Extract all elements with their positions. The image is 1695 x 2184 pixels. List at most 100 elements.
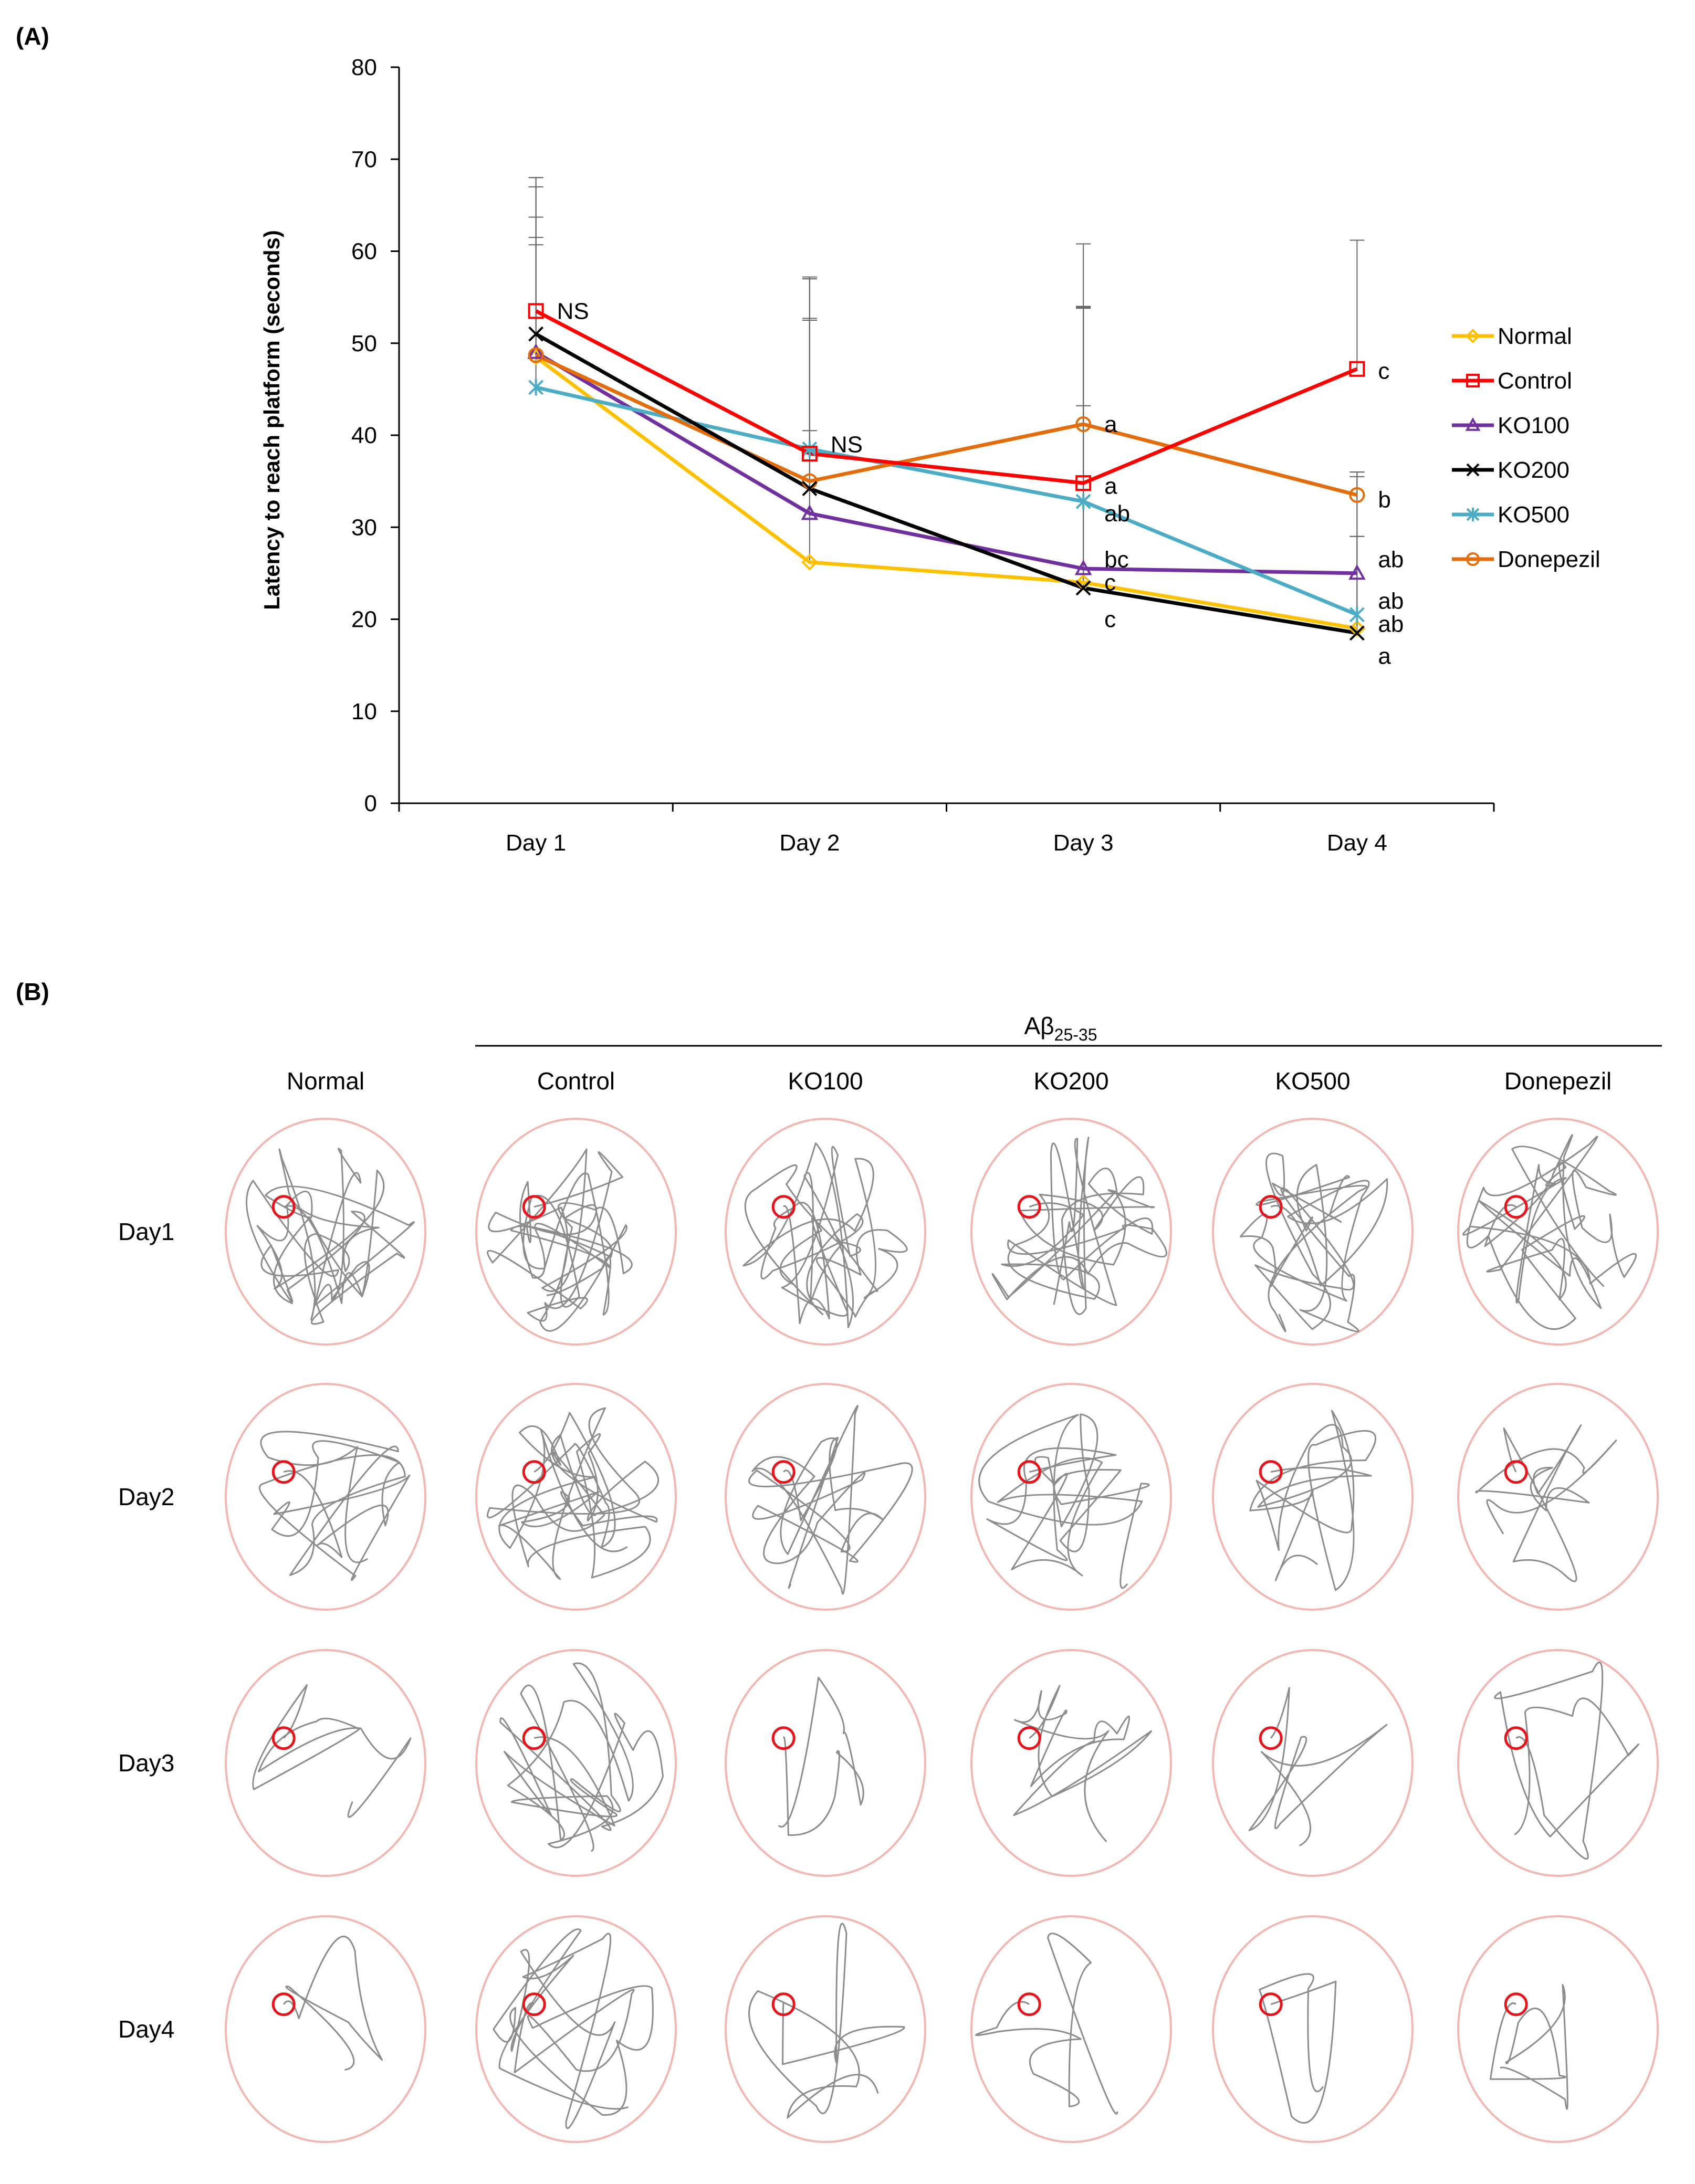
row-header: Day2 [118, 1483, 174, 1510]
legend-label: KO100 [1498, 413, 1570, 438]
platform-marker [1259, 1992, 1283, 2017]
significance-label: ab [1378, 547, 1404, 573]
platform-marker [771, 1992, 796, 2017]
line-chart: Latency to reach platform (seconds) 0 10 2… [259, 55, 1600, 856]
legend-marker-normal [1466, 329, 1480, 343]
swim-path [748, 1923, 905, 2119]
x-tick-label: Day 4 [1327, 830, 1387, 856]
series-line-donepezil [535, 353, 1358, 497]
significance-label: NS [557, 298, 589, 324]
marker-donepezil [1075, 416, 1092, 432]
significance-label: a [1104, 473, 1117, 499]
pool-ko100-day1 [725, 1118, 926, 1346]
legend-item-ko500: KO500 [1452, 502, 1570, 528]
pool-control-day3 [475, 1649, 677, 1877]
marker-ko500 [1075, 493, 1091, 510]
legend-item-control: Control [1452, 368, 1572, 394]
series-line-control [535, 309, 1358, 485]
column-header: KO200 [1033, 1067, 1108, 1095]
platform-marker [771, 1460, 796, 1484]
pool-ko500-day3 [1212, 1649, 1414, 1877]
pool-normal-day4 [225, 1915, 426, 2143]
marker-normal [1348, 620, 1366, 637]
swim-path [282, 1936, 383, 2071]
swim-path [252, 1684, 412, 1818]
row-header: Day4 [118, 2015, 174, 2043]
significance-label: a [1378, 644, 1391, 669]
legend-marker-ko100 [1465, 417, 1481, 431]
significance-label: NS [831, 432, 863, 458]
row-headers: Day1 Day2 Day3 Day4 [118, 1218, 174, 2043]
swim-path [1462, 1134, 1637, 1330]
marker-ko200 [1075, 580, 1091, 596]
pool-ko500-day2 [1212, 1383, 1414, 1611]
legend-item-ko100: KO100 [1452, 413, 1570, 438]
pool-outline [1212, 1649, 1414, 1877]
legend-item-donepezil: Donepezil [1452, 547, 1600, 572]
pool-control-day4 [475, 1915, 677, 2143]
platform-marker [522, 1726, 546, 1750]
swim-path [1489, 1984, 1568, 2110]
series-line-ko200 [535, 332, 1357, 635]
pool-outline [225, 1649, 426, 1877]
legend-marker-control [1466, 374, 1480, 387]
pool-donepezil-day3 [1457, 1649, 1659, 1877]
pool-ko200-day2 [970, 1383, 1172, 1611]
pool-outline [475, 1915, 677, 2143]
pool-donepezil-day2 [1457, 1383, 1659, 1611]
platform-marker [1259, 1726, 1283, 1750]
marker-ko500 [1349, 606, 1365, 623]
pool-outline [1457, 1915, 1659, 2143]
swim-path [499, 1662, 664, 1852]
marker-control [1349, 361, 1365, 377]
column-header: Normal [287, 1067, 364, 1095]
x-axis: Day 1 Day 2 Day 3 Day 4 [398, 802, 1495, 856]
significance-label: c [1104, 570, 1116, 595]
x-tick-label: Day 3 [1053, 830, 1114, 856]
y-tick-label: 20 [351, 607, 377, 633]
platform-marker [1259, 1195, 1283, 1219]
y-tick-label: 80 [351, 55, 377, 80]
marker-donepezil [1349, 487, 1365, 503]
legend-item-ko200: KO200 [1452, 457, 1570, 483]
platform-marker [1504, 1195, 1528, 1219]
significance-label: c [1104, 607, 1116, 633]
pool-ko200-day3 [970, 1649, 1172, 1877]
pool-outline [225, 1383, 426, 1611]
y-axis: 0 10 20 30 40 50 60 70 80 [351, 55, 400, 816]
pool-outline [1212, 1915, 1414, 2143]
pool-outline [725, 1383, 926, 1611]
legend-marker-ko200 [1466, 463, 1480, 477]
pool-outline [1457, 1383, 1659, 1611]
pool-normal-day3 [225, 1649, 426, 1877]
legend-label: KO500 [1498, 502, 1570, 528]
platform-marker [1504, 1726, 1528, 1750]
pool-outline [475, 1118, 677, 1346]
y-tick-label: 0 [364, 791, 377, 816]
y-tick-label: 70 [351, 146, 377, 172]
swim-path-grid: Aβ25-35 Normal Control KO100 KO200 KO500 Done… [118, 1012, 1662, 2143]
pool-ko200-day1 [970, 1118, 1172, 1346]
marker-ko100 [527, 343, 545, 359]
marker-donepezil [528, 347, 544, 363]
pool-ko500-day4 [1212, 1915, 1414, 2143]
marker-ko100 [1074, 559, 1092, 575]
swim-path [493, 1928, 654, 2129]
legend-label: KO200 [1498, 457, 1570, 483]
pool-ko100-day3 [725, 1649, 926, 1877]
marker-ko500 [528, 379, 544, 396]
pool-outline [725, 1915, 926, 2143]
pool-ko200-day4 [970, 1915, 1172, 2143]
marker-ko100 [801, 504, 819, 520]
swim-path [991, 1137, 1168, 1315]
significance-label: b [1378, 487, 1390, 513]
legend-marker-ko500 [1466, 507, 1480, 522]
significance-label: ab [1378, 611, 1404, 637]
platform-marker [1504, 1460, 1528, 1484]
marker-control [528, 303, 544, 319]
platform-marker [1017, 1992, 1041, 2017]
platform-marker [771, 1726, 796, 1750]
legend: Normal Control KO100 KO200 KO500 Donepezil [1452, 323, 1600, 572]
marker-control [1075, 475, 1092, 491]
pool-outline [1457, 1649, 1659, 1877]
